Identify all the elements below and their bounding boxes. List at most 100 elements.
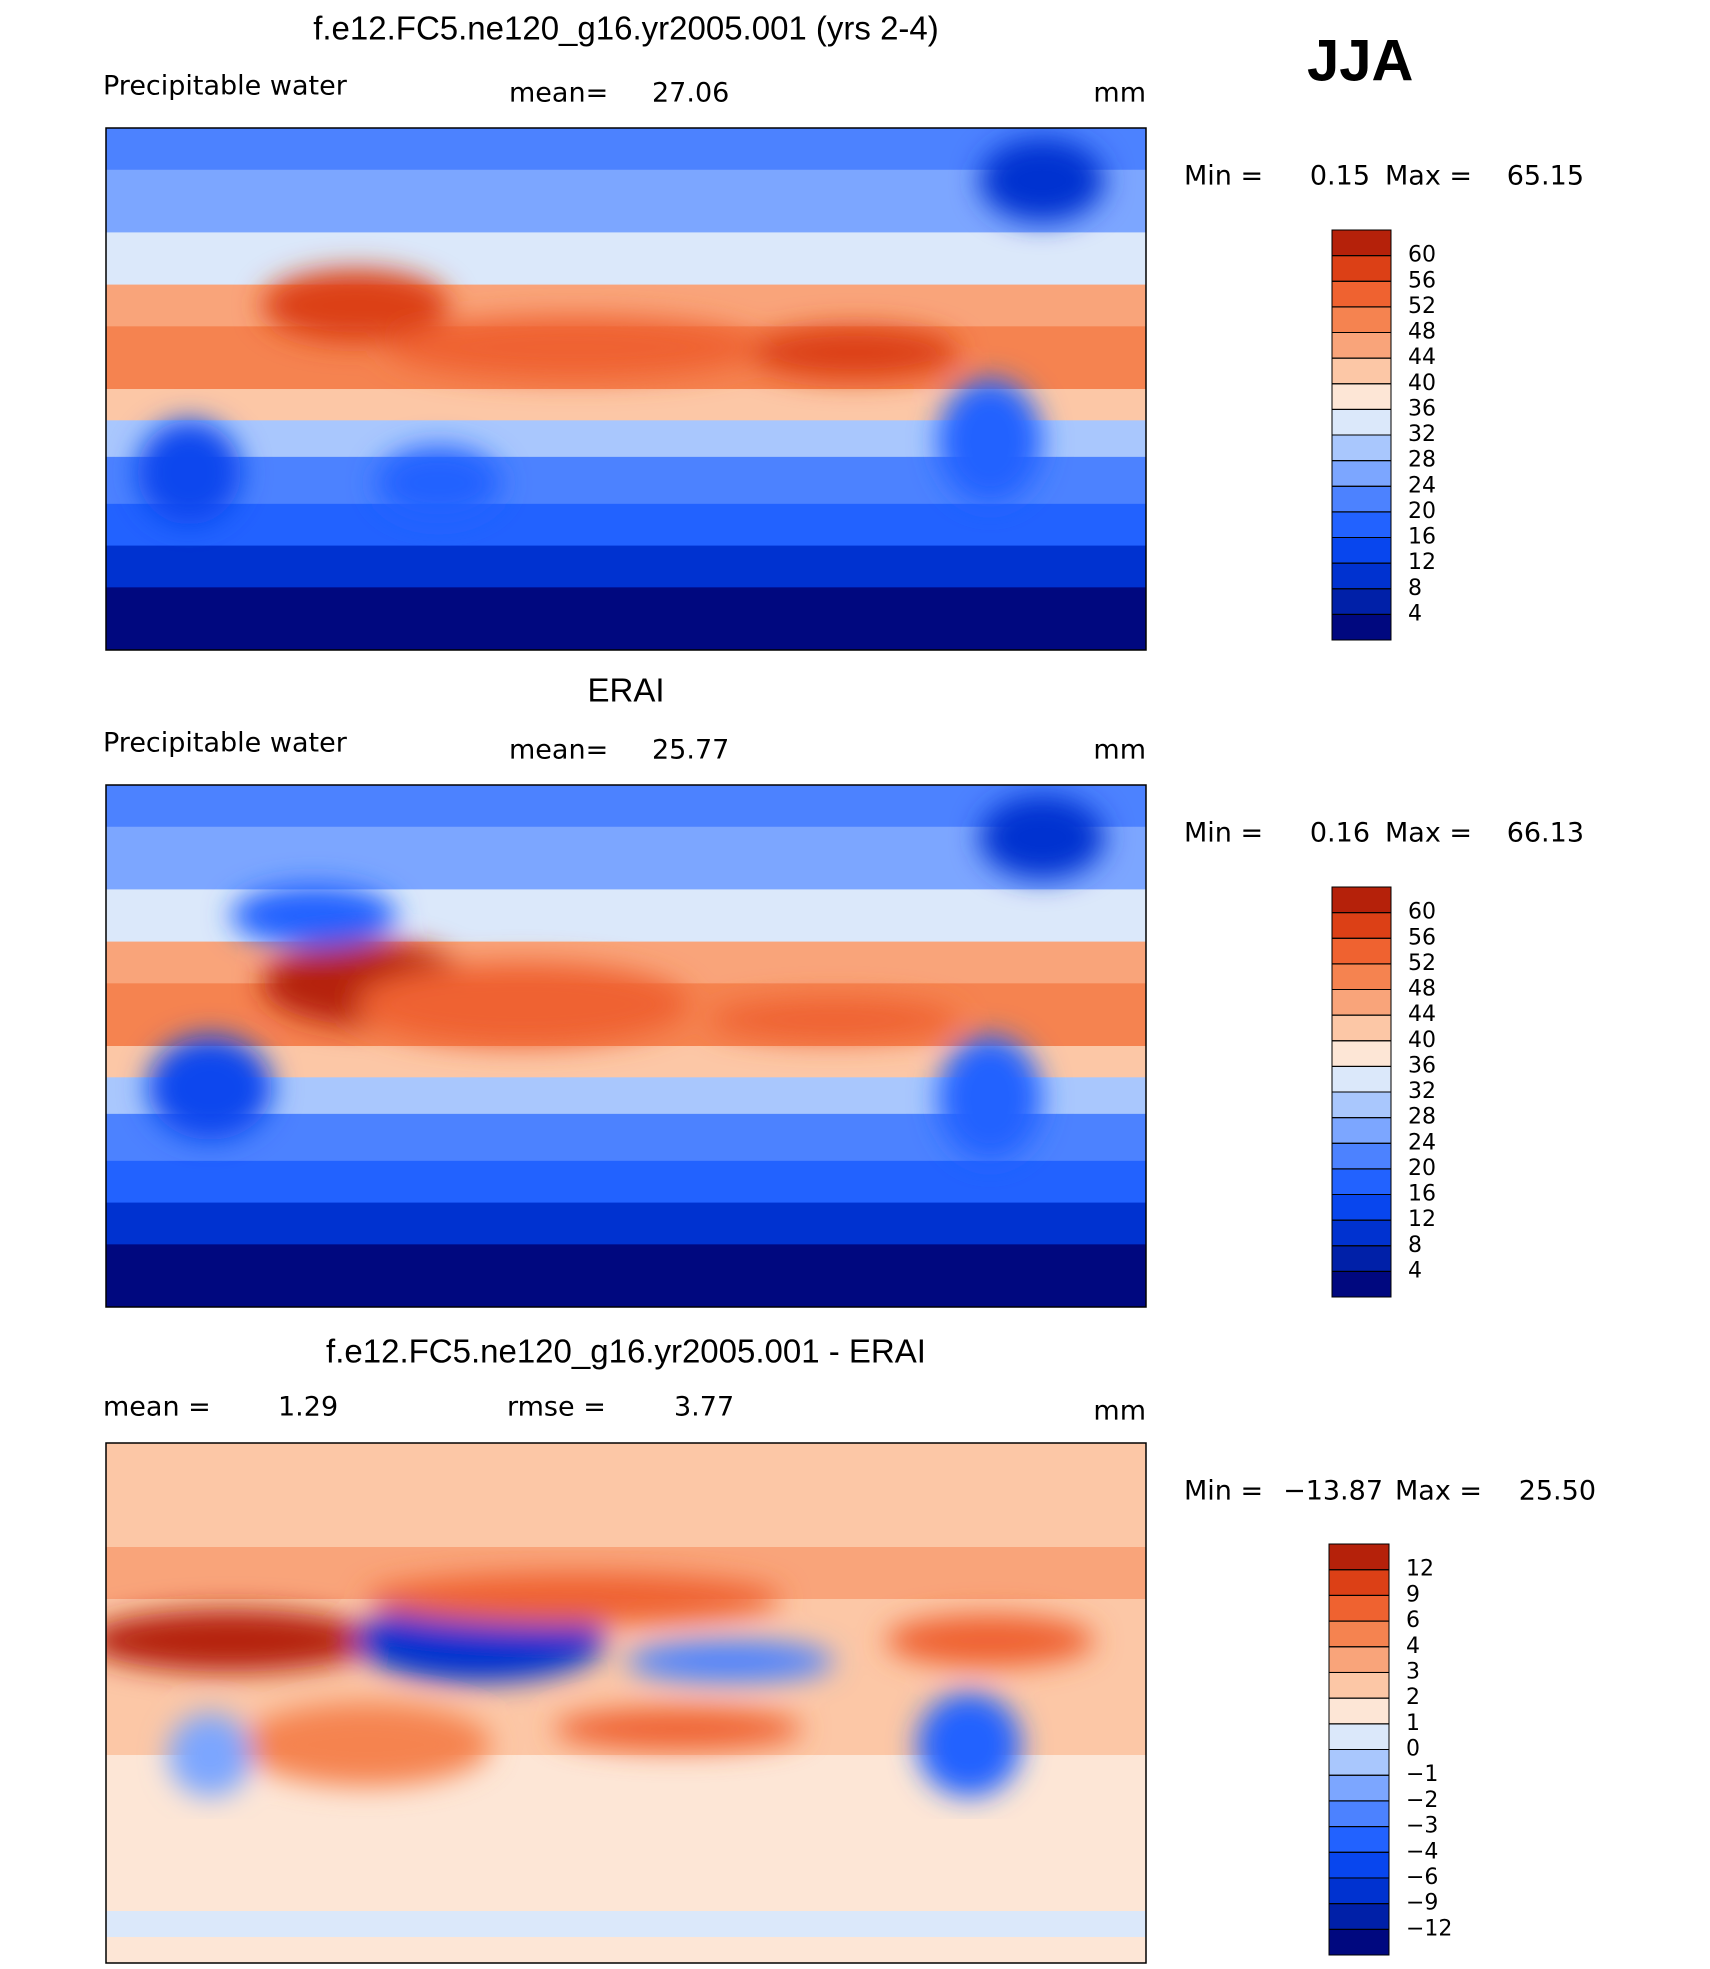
colorbar-label: 6	[1406, 1608, 1420, 1633]
colorbar-label: 48	[1408, 977, 1436, 1002]
max-label: Max =	[1395, 1476, 1482, 1507]
colorbar-label: −3	[1406, 1814, 1438, 1839]
rmse-label: rmse =	[507, 1392, 606, 1423]
colorbar-swatch	[1331, 408, 1392, 436]
colorbar-swatch	[1331, 332, 1392, 359]
map-frame	[105, 784, 1147, 1308]
field-blobs	[137, 138, 1105, 525]
rmse-value: 3.77	[674, 1392, 734, 1423]
colorbar-swatch	[1331, 1091, 1392, 1119]
units-label: mm	[1093, 1396, 1146, 1427]
field-blob	[553, 1708, 803, 1750]
colorbar-label: 12	[1406, 1557, 1434, 1582]
colorbar-label: 44	[1408, 1002, 1436, 1027]
colorbar-swatch	[1328, 1594, 1390, 1622]
field-band	[106, 128, 1146, 171]
colorbar-swatch	[1328, 1646, 1390, 1673]
colorbar-swatch	[1331, 963, 1392, 990]
colorbar-swatch	[1331, 1245, 1392, 1272]
mean-label: mean=	[509, 735, 608, 766]
colorbar-swatch	[1331, 537, 1392, 564]
colorbar-swatch	[1328, 1543, 1390, 1571]
colorbar-swatch	[1328, 1928, 1390, 1956]
field-blob	[366, 1573, 782, 1625]
colorbar-swatch	[1328, 1620, 1390, 1648]
min-label: Min =	[1184, 1476, 1263, 1507]
colorbar-swatch	[1328, 1569, 1390, 1596]
colorbar-swatch	[1331, 1219, 1392, 1247]
colorbar-swatch	[1328, 1774, 1390, 1802]
colorbar-label: 28	[1408, 1105, 1436, 1130]
field-band	[106, 169, 1146, 234]
map	[106, 128, 1146, 650]
field-band	[106, 232, 1146, 286]
colorbar-swatch	[1331, 1014, 1392, 1042]
colorbar-swatch	[1331, 1117, 1392, 1144]
min-value: −13.87	[1283, 1476, 1383, 1507]
colorbar-swatch	[1331, 1040, 1392, 1067]
colorbar-label: 12	[1408, 550, 1436, 575]
map	[106, 1443, 1146, 1963]
colorbar-label: 4	[1408, 1258, 1422, 1283]
field-band	[106, 1202, 1146, 1246]
colorbar-swatch	[1328, 1903, 1390, 1930]
colorbar-swatch	[1331, 434, 1392, 462]
colorbar-label: −4	[1406, 1839, 1438, 1864]
colorbar-label: 24	[1408, 473, 1436, 498]
colorbar-label: 0	[1406, 1737, 1420, 1762]
colorbar-label: 60	[1408, 243, 1436, 268]
variable-label: Precipitable water	[103, 71, 348, 102]
colorbar-label: 12	[1408, 1207, 1436, 1232]
field-blob	[262, 268, 450, 343]
field-band	[106, 503, 1146, 547]
colorbar-label: 16	[1408, 1182, 1436, 1207]
colorbar-swatch	[1331, 306, 1392, 333]
field-band	[106, 1443, 1146, 1548]
colorbar-swatch	[1331, 989, 1392, 1016]
colorbar-label: −1	[1406, 1762, 1438, 1787]
field-blob	[147, 1035, 273, 1140]
field-blob	[241, 1703, 491, 1787]
colorbar-label: 20	[1408, 1156, 1436, 1181]
colorbar-swatch	[1328, 1697, 1390, 1725]
field-blob	[137, 420, 242, 525]
min-label: Min =	[1184, 161, 1263, 192]
colorbar-label: 60	[1408, 900, 1436, 925]
colorbar-swatch	[1328, 1826, 1390, 1853]
colorbar-swatch	[1328, 1800, 1390, 1828]
colorbar-label: 16	[1408, 525, 1436, 550]
min-label: Min =	[1184, 818, 1263, 849]
field-blob	[979, 795, 1105, 879]
colorbar-label: 48	[1408, 320, 1436, 345]
field-blobs	[147, 795, 1105, 1161]
colorbar-label: −9	[1406, 1891, 1438, 1916]
colorbar-swatch	[1331, 511, 1392, 538]
colorbar-label: 20	[1408, 499, 1436, 524]
field-blob	[376, 446, 502, 520]
map-frame	[105, 127, 1147, 651]
colorbar-swatch	[1331, 937, 1392, 965]
map	[106, 785, 1146, 1307]
field-blob	[979, 138, 1105, 222]
colorbar-label: 40	[1408, 1028, 1436, 1053]
colorbar-label: −2	[1406, 1788, 1438, 1813]
colorbar-swatch	[1331, 1270, 1392, 1298]
colorbar-label: 8	[1408, 576, 1422, 601]
colorbar-swatch	[1328, 1671, 1390, 1699]
min-value: 0.15	[1310, 161, 1370, 192]
colorbar-label: 4	[1408, 601, 1422, 626]
field-band	[106, 1911, 1146, 1938]
colorbar-swatch	[1331, 1065, 1392, 1093]
colorbar-label: 52	[1408, 294, 1436, 319]
field-blob	[626, 1640, 834, 1683]
field-blobs	[106, 1573, 1094, 1797]
field-band	[106, 587, 1146, 650]
field-band	[106, 1244, 1146, 1307]
field-blob	[106, 1609, 377, 1672]
colorbar-swatch	[1331, 613, 1392, 641]
units-label: mm	[1093, 735, 1146, 766]
colorbar-label: 2	[1406, 1685, 1420, 1710]
panel-title: f.e12.FC5.ne120_g16.yr2005.001 - ERAI	[326, 1333, 926, 1370]
colorbar-swatch	[1331, 886, 1392, 914]
